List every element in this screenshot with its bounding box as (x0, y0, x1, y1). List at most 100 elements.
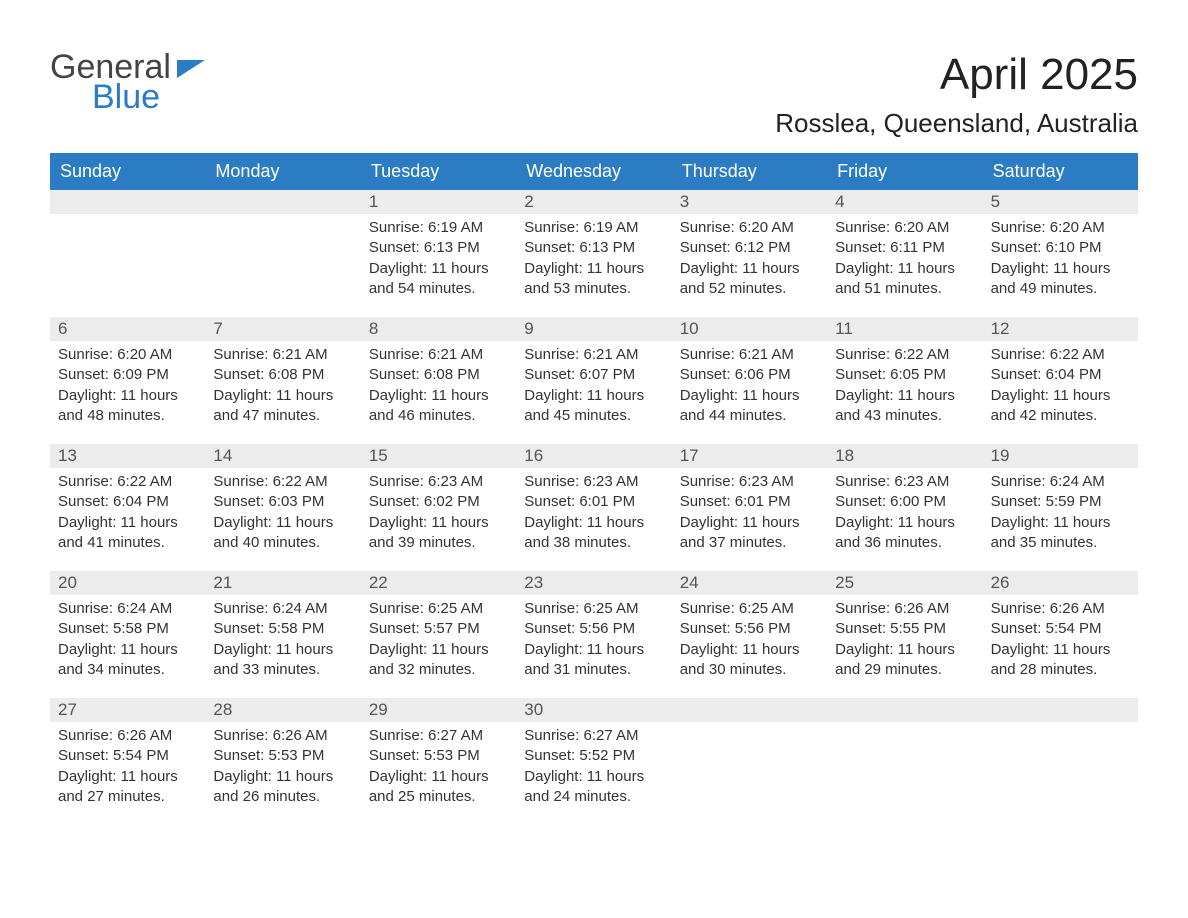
daylight-line2: and 42 minutes. (991, 406, 1130, 426)
sunrise-text: Sunrise: 6:22 AM (835, 345, 974, 365)
sunrise-text: Sunrise: 6:26 AM (835, 599, 974, 619)
sunrise-text: Sunrise: 6:25 AM (680, 599, 819, 619)
day-cell: Sunrise: 6:21 AMSunset: 6:08 PMDaylight:… (361, 341, 516, 444)
day-number: 16 (516, 444, 671, 468)
day-number (983, 698, 1138, 722)
day-cell: Sunrise: 6:22 AMSunset: 6:04 PMDaylight:… (983, 341, 1138, 444)
day-cell: Sunrise: 6:26 AMSunset: 5:54 PMDaylight:… (50, 722, 205, 825)
day-cell: Sunrise: 6:20 AMSunset: 6:12 PMDaylight:… (672, 214, 827, 317)
daylight-line1: Daylight: 11 hours (680, 386, 819, 406)
sunset-text: Sunset: 5:54 PM (991, 619, 1130, 639)
daylight-line2: and 33 minutes. (213, 660, 352, 680)
logo-blue: Blue (92, 80, 205, 114)
day-cell: Sunrise: 6:23 AMSunset: 6:02 PMDaylight:… (361, 468, 516, 571)
day-cell: Sunrise: 6:20 AMSunset: 6:11 PMDaylight:… (827, 214, 982, 317)
daylight-line1: Daylight: 11 hours (58, 640, 197, 660)
sunrise-text: Sunrise: 6:21 AM (524, 345, 663, 365)
sunrise-text: Sunrise: 6:20 AM (58, 345, 197, 365)
day-number: 27 (50, 698, 205, 722)
day-cell: Sunrise: 6:24 AMSunset: 5:59 PMDaylight:… (983, 468, 1138, 571)
daynum-row: 13141516171819 (50, 444, 1138, 468)
daylight-line2: and 34 minutes. (58, 660, 197, 680)
daylight-line1: Daylight: 11 hours (835, 513, 974, 533)
sunset-text: Sunset: 6:01 PM (680, 492, 819, 512)
daylight-line2: and 36 minutes. (835, 533, 974, 553)
day-number: 29 (361, 698, 516, 722)
sunrise-text: Sunrise: 6:22 AM (58, 472, 197, 492)
day-number: 22 (361, 571, 516, 595)
daylight-line1: Daylight: 11 hours (835, 640, 974, 660)
sunset-text: Sunset: 6:10 PM (991, 238, 1130, 258)
week-block: 12345Sunrise: 6:19 AMSunset: 6:13 PMDayl… (50, 190, 1138, 317)
sunrise-text: Sunrise: 6:21 AM (369, 345, 508, 365)
daylight-line2: and 38 minutes. (524, 533, 663, 553)
day-cell (983, 722, 1138, 825)
week-block: 20212223242526Sunrise: 6:24 AMSunset: 5:… (50, 571, 1138, 698)
sunrise-text: Sunrise: 6:26 AM (991, 599, 1130, 619)
daylight-line1: Daylight: 11 hours (58, 386, 197, 406)
sunrise-text: Sunrise: 6:27 AM (369, 726, 508, 746)
day-cell: Sunrise: 6:23 AMSunset: 6:01 PMDaylight:… (516, 468, 671, 571)
day-number: 30 (516, 698, 671, 722)
day-cell (672, 722, 827, 825)
day-number: 10 (672, 317, 827, 341)
daylight-line2: and 30 minutes. (680, 660, 819, 680)
sunset-text: Sunset: 6:04 PM (991, 365, 1130, 385)
daylight-line2: and 54 minutes. (369, 279, 508, 299)
sunset-text: Sunset: 6:04 PM (58, 492, 197, 512)
daylight-line2: and 43 minutes. (835, 406, 974, 426)
daylight-line1: Daylight: 11 hours (991, 386, 1130, 406)
page-subtitle: Rosslea, Queensland, Australia (775, 108, 1138, 139)
week-block: 27282930Sunrise: 6:26 AMSunset: 5:54 PMD… (50, 698, 1138, 825)
sunset-text: Sunset: 6:12 PM (680, 238, 819, 258)
cell-row: Sunrise: 6:22 AMSunset: 6:04 PM Daylight:… (50, 468, 1138, 571)
daylight-line2: and 25 minutes. (369, 787, 508, 807)
col-tuesday: Tuesday (361, 153, 516, 190)
day-number: 2 (516, 190, 671, 214)
sunset-text: Sunset: 6:13 PM (369, 238, 508, 258)
daylight-line1: Daylight: 11 hours (213, 386, 352, 406)
day-cell: Sunrise: 6:25 AMSunset: 5:56 PMDaylight:… (672, 595, 827, 698)
day-cell (50, 214, 205, 317)
daylight-line1: Daylight: 11 hours (213, 513, 352, 533)
day-number: 11 (827, 317, 982, 341)
sunset-text: Sunset: 6:07 PM (524, 365, 663, 385)
day-cell: Sunrise: 6:24 AMSunset: 5:58 PMDaylight:… (50, 595, 205, 698)
daylight-line2: and 53 minutes. (524, 279, 663, 299)
day-cell: Sunrise: 6:21 AMSunset: 6:07 PMDaylight:… (516, 341, 671, 444)
daylight-line1: Daylight: 11 hours (369, 767, 508, 787)
weeks-container: 12345Sunrise: 6:19 AMSunset: 6:13 PMDayl… (50, 190, 1138, 825)
day-number: 4 (827, 190, 982, 214)
cell-row: Sunrise: 6:20 AMSunset: 6:09 PMDaylight:… (50, 341, 1138, 444)
sunrise-text: Sunrise: 6:24 AM (991, 472, 1130, 492)
day-number: 17 (672, 444, 827, 468)
day-number: 5 (983, 190, 1138, 214)
sunset-text: Sunset: 6:08 PM (369, 365, 508, 385)
daylight-line2: and 51 minutes. (835, 279, 974, 299)
col-friday: Friday (827, 153, 982, 190)
day-cell (205, 214, 360, 317)
day-cell: Sunrise: 6:19 AMSunset: 6:13 PMDaylight:… (361, 214, 516, 317)
day-cell: Sunrise: 6:22 AMSunset: 6:04 PMDaylight:… (50, 468, 205, 571)
daylight-line1: Daylight: 11 hours (680, 259, 819, 279)
sunrise-text: Sunrise: 6:24 AM (213, 599, 352, 619)
day-number: 24 (672, 571, 827, 595)
daylight-line1: Daylight: 11 hours (835, 386, 974, 406)
day-cell: Sunrise: 6:23 AMSunset: 6:01 PMDaylight:… (672, 468, 827, 571)
sunset-text: Sunset: 5:56 PM (524, 619, 663, 639)
daylight-line1: Daylight: 11 hours (524, 767, 663, 787)
daylight-line1: Daylight: 11 hours (991, 259, 1130, 279)
sunrise-text: Sunrise: 6:25 AM (524, 599, 663, 619)
daylight-line2: and 49 minutes. (991, 279, 1130, 299)
sunrise-text: Sunrise: 6:19 AM (524, 218, 663, 238)
day-cell: Sunrise: 6:23 AMSunset: 6:00 PMDaylight:… (827, 468, 982, 571)
sunrise-text: Sunrise: 6:26 AM (58, 726, 197, 746)
daylight-line2: and 44 minutes. (680, 406, 819, 426)
sunset-text: Sunset: 5:56 PM (680, 619, 819, 639)
day-number: 13 (50, 444, 205, 468)
sunrise-text: Sunrise: 6:20 AM (835, 218, 974, 238)
sunrise-text: Sunrise: 6:23 AM (835, 472, 974, 492)
daylight-line2: and 31 minutes. (524, 660, 663, 680)
day-number: 7 (205, 317, 360, 341)
daylight-line1: Daylight: 11 hours (369, 640, 508, 660)
